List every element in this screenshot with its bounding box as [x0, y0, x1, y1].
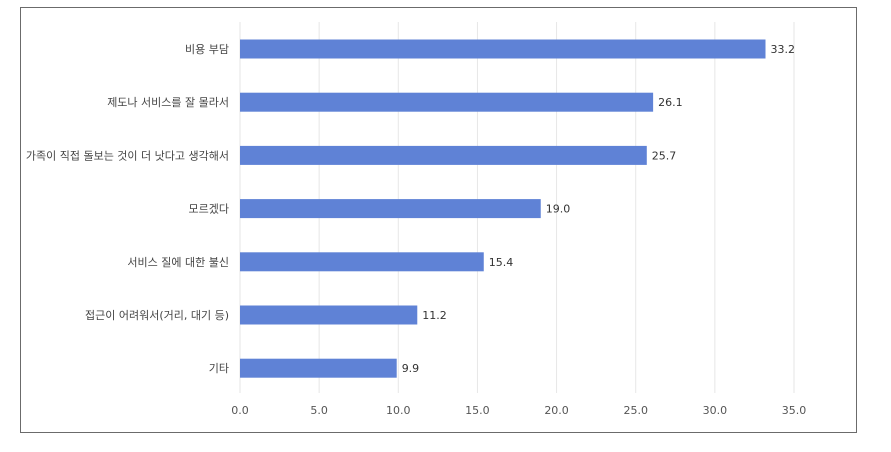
value-label: 26.1	[658, 96, 683, 109]
x-tick-label: 35.0	[782, 404, 807, 417]
bars	[240, 39, 766, 378]
grid-lines	[239, 22, 795, 393]
value-label: 25.7	[652, 149, 677, 162]
value-label: 33.2	[771, 43, 796, 56]
bar	[240, 252, 484, 272]
x-tick-label: 15.0	[465, 404, 490, 417]
category-label: 비용 부담	[185, 43, 229, 56]
x-tick-label: 10.0	[386, 404, 411, 417]
value-label: 15.4	[489, 256, 514, 269]
bar	[240, 145, 647, 165]
category-label: 제도나 서비스를 잘 몰라서	[107, 96, 229, 109]
category-label: 가족이 직접 돌보는 것이 더 낫다고 생각해서	[26, 148, 229, 162]
value-label: 9.9	[402, 362, 420, 375]
x-tick-label: 30.0	[703, 404, 728, 417]
category-label: 기타	[209, 362, 229, 375]
category-label: 서비스 질에 대한 불신	[127, 256, 229, 269]
x-tick-label: 0.0	[231, 404, 249, 417]
value-label: 11.2	[422, 309, 447, 322]
bar	[240, 199, 541, 219]
x-tick-label: 25.0	[623, 404, 648, 417]
bar	[240, 358, 397, 378]
x-tick-label: 5.0	[310, 404, 328, 417]
value-labels: 33.2 26.1 25.7 19.0 15.4 11.2 9.9	[402, 43, 795, 375]
category-label: 모르겠다	[189, 203, 229, 216]
bar	[240, 305, 418, 325]
bar	[240, 92, 654, 112]
bar	[240, 39, 766, 59]
value-label: 19.0	[546, 203, 571, 216]
category-label: 접근이 어려워서(거리, 대기 등)	[85, 309, 229, 322]
chart-frame	[20, 7, 857, 433]
x-tick-labels: 0.0 5.0 10.0 15.0 20.0 25.0 30.0 35.0	[231, 404, 806, 417]
x-tick-label: 20.0	[544, 404, 569, 417]
